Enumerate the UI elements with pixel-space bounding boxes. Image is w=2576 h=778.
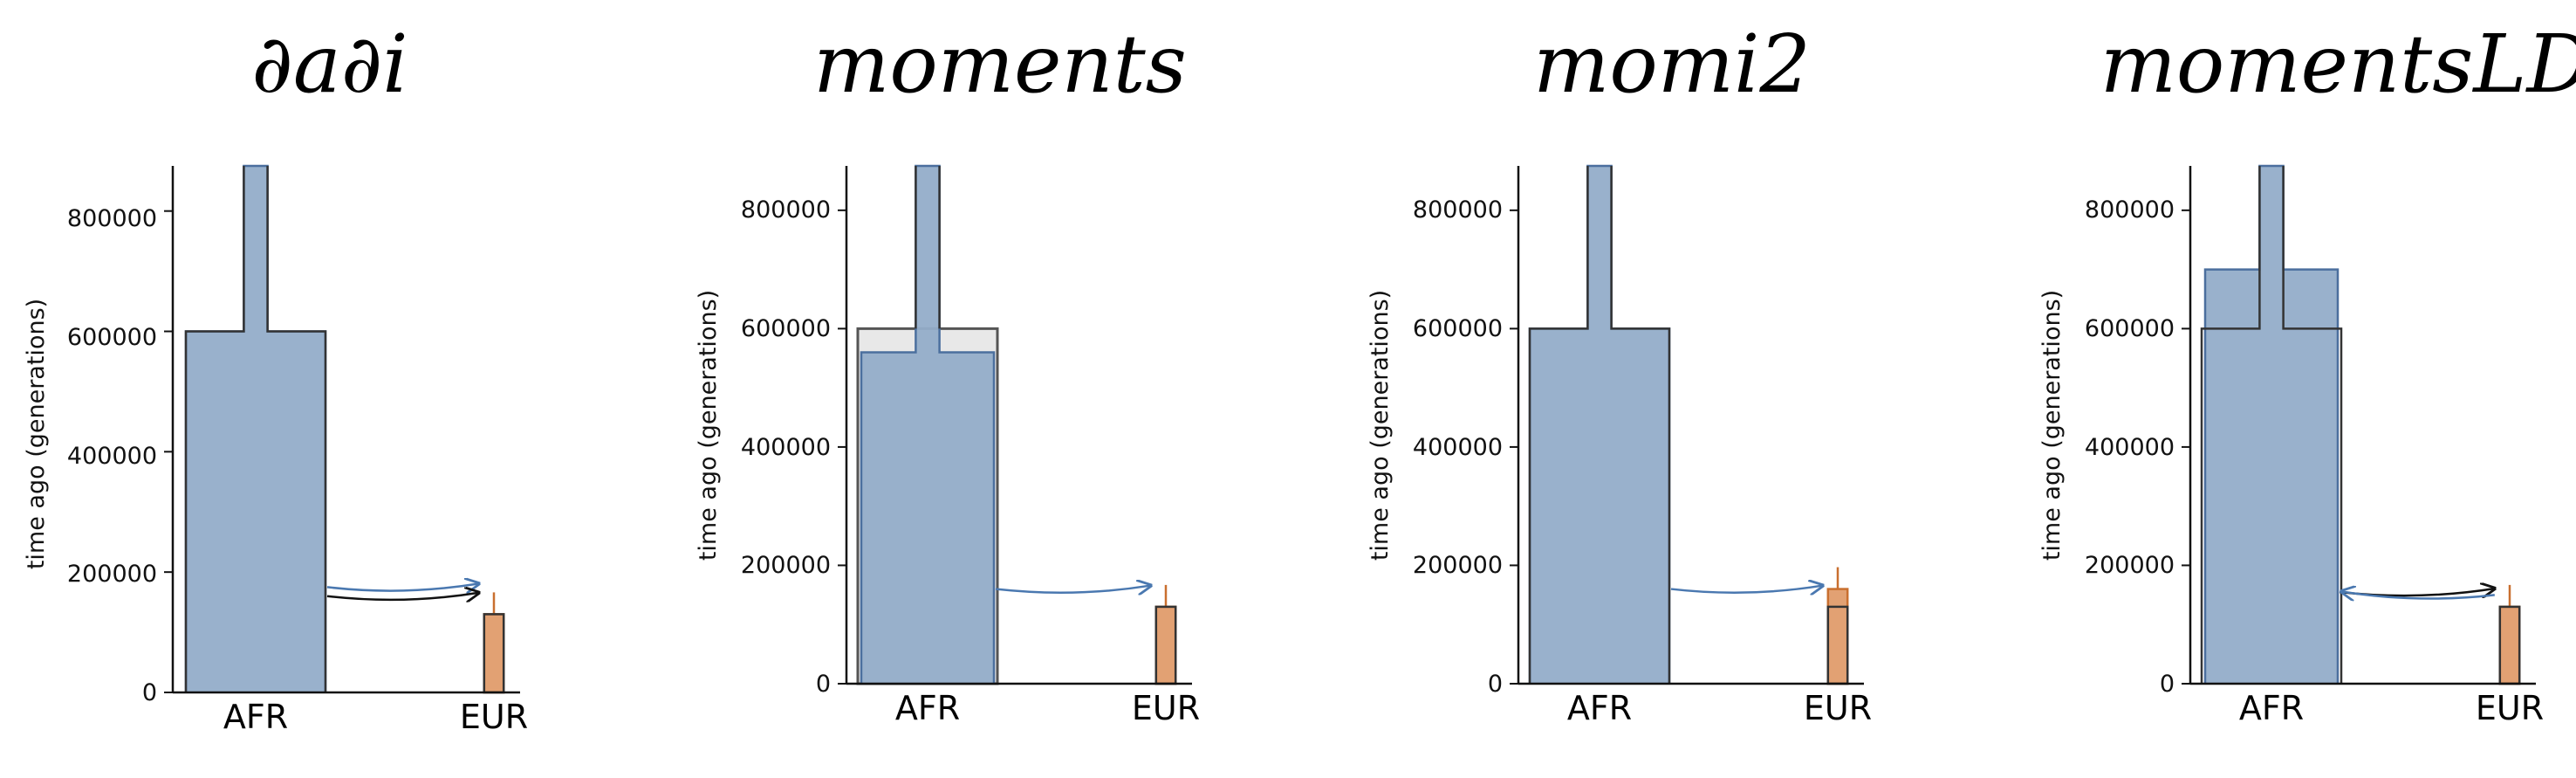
y-tick-label: 0 <box>2160 671 2175 698</box>
reference-model-outline <box>915 166 941 329</box>
y-tick-label: 200000 <box>1413 552 1503 579</box>
y-tick-label: 600000 <box>2085 315 2175 342</box>
afr-population-shape <box>1528 164 1671 684</box>
eur-population-bar <box>1154 605 1177 685</box>
panel-title: ∂a∂i <box>251 17 408 111</box>
y-axis-label: time ago (generations) <box>2038 290 2066 561</box>
afr-population-shape <box>184 164 327 692</box>
eur-population-bar <box>2498 605 2521 685</box>
y-axis-label: time ago (generations) <box>23 299 50 569</box>
y-tick-label: 600000 <box>1413 315 1503 342</box>
afr-population-shape <box>2203 164 2340 684</box>
plot-area-dadi <box>164 164 520 694</box>
y-tick-label: 600000 <box>67 324 157 351</box>
x-category-label: AFR <box>223 698 288 736</box>
migration-arrow <box>326 583 479 590</box>
y-tick-label: 400000 <box>67 443 157 470</box>
eur-population-bar <box>1826 588 1849 685</box>
y-tick-label: 200000 <box>741 552 831 579</box>
panel-dadi: ∂a∂i time ago (generations) 0 200000 400… <box>23 17 528 736</box>
y-tick-label: 0 <box>1488 671 1503 698</box>
reference-model-outline <box>184 166 327 692</box>
x-category-label: EUR <box>1132 689 1200 727</box>
plot-area-momentsld <box>2182 164 2536 685</box>
y-axis-label: time ago (generations) <box>1367 290 1394 561</box>
y-tick-label: 800000 <box>67 205 157 232</box>
y-tick-label: 200000 <box>67 561 157 588</box>
x-category-label: EUR <box>460 698 528 736</box>
x-category-label: EUR <box>1804 689 1872 727</box>
y-tick-label: 400000 <box>741 434 831 461</box>
plot-area-moments <box>838 164 1192 685</box>
y-tick-label: 0 <box>816 671 831 698</box>
x-category-label: AFR <box>895 689 960 727</box>
migration-arrow <box>995 586 1151 593</box>
plot-area-momi2 <box>1510 164 1864 685</box>
panel-momentsld: momentsLD time ago (generations) 0 20000… <box>2038 17 2576 727</box>
y-tick-label: 600000 <box>741 315 831 342</box>
panel-title: momi2 <box>1533 17 1811 111</box>
y-tick-label: 800000 <box>2085 196 2175 224</box>
migration-arrow <box>1670 586 1823 593</box>
afr-population-shape <box>860 164 996 684</box>
y-tick-label: 200000 <box>2085 552 2175 579</box>
eur-population-bar <box>483 613 505 694</box>
x-category-label: AFR <box>1567 689 1632 727</box>
panel-momi2: momi2 time ago (generations) 0 200000 40… <box>1367 17 1872 727</box>
migration-arrow <box>326 593 479 600</box>
y-tick-label: 800000 <box>741 196 831 224</box>
x-category-label: EUR <box>2476 689 2544 727</box>
migration-arrow <box>2341 591 2495 598</box>
panel-title: moments <box>813 17 1187 111</box>
x-category-label: AFR <box>2239 689 2304 727</box>
reference-model-outline <box>1528 166 1671 684</box>
y-axis-label: time ago (generations) <box>695 290 722 561</box>
panel-moments: moments time ago (generations) 0 200000 … <box>695 17 1200 727</box>
panel-title: momentsLD <box>2100 17 2576 111</box>
reference-model-outline <box>2200 166 2343 684</box>
y-tick-label: 0 <box>142 679 157 706</box>
y-tick-label: 400000 <box>1413 434 1503 461</box>
y-tick-label: 400000 <box>2085 434 2175 461</box>
y-tick-label: 800000 <box>1413 196 1503 224</box>
